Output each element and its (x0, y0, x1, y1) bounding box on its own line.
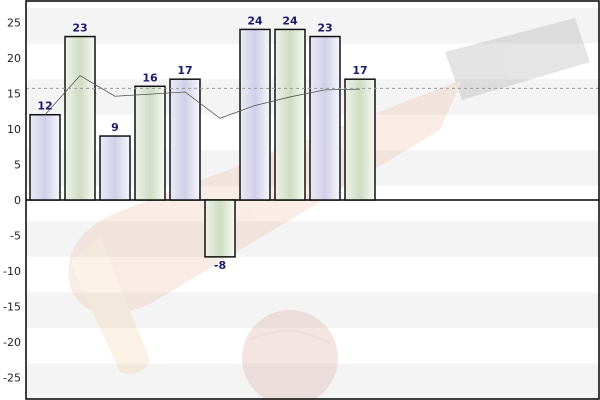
y-tick-label: -15 (3, 301, 21, 314)
bar-1 (29, 113, 61, 201)
data-label-10: 17 (352, 64, 367, 77)
plot-frame (25, 0, 600, 400)
data-label-1: 12 (37, 100, 52, 113)
trend-line (44, 75, 361, 119)
bar-3 (99, 135, 131, 201)
grid-band (26, 363, 599, 399)
bar-4 (134, 85, 166, 201)
y-tick-label: 20 (7, 52, 21, 65)
data-labels: 12 23 9 16 17 -8 24 24 23 17 (37, 14, 367, 271)
y-axis-ticks: -25 -20 -15 -10 -5 0 5 10 15 20 25 (3, 16, 21, 384)
y-tick-label: 0 (14, 194, 21, 207)
data-label-8: 24 (282, 14, 298, 27)
bar-9 (309, 35, 341, 201)
data-label-5: 17 (177, 64, 192, 77)
bar-7 (239, 28, 271, 201)
data-label-6: -8 (214, 259, 226, 272)
trend-line-path (44, 75, 361, 119)
bar-8 (274, 28, 306, 201)
y-tick-label: -10 (3, 265, 21, 278)
y-tick-label: 15 (7, 87, 21, 100)
data-label-3: 9 (111, 121, 119, 134)
bar-2 (64, 35, 96, 201)
data-label-7: 24 (247, 14, 263, 27)
y-tick-label: -5 (10, 230, 21, 243)
data-label-9: 23 (317, 22, 332, 35)
y-tick-label: -20 (3, 336, 21, 349)
y-tick-label: 5 (14, 158, 21, 171)
bar-5 (169, 78, 201, 201)
grid-band (26, 221, 599, 257)
bar-10 (344, 78, 376, 201)
grid-band (26, 292, 599, 328)
y-tick-label: 10 (7, 123, 21, 136)
data-label-2: 23 (72, 22, 87, 35)
y-tick-label: 25 (7, 16, 21, 29)
data-label-4: 16 (142, 71, 158, 84)
y-tick-label: -25 (3, 372, 21, 385)
bar-series (29, 28, 376, 258)
bar-6 (204, 199, 236, 258)
